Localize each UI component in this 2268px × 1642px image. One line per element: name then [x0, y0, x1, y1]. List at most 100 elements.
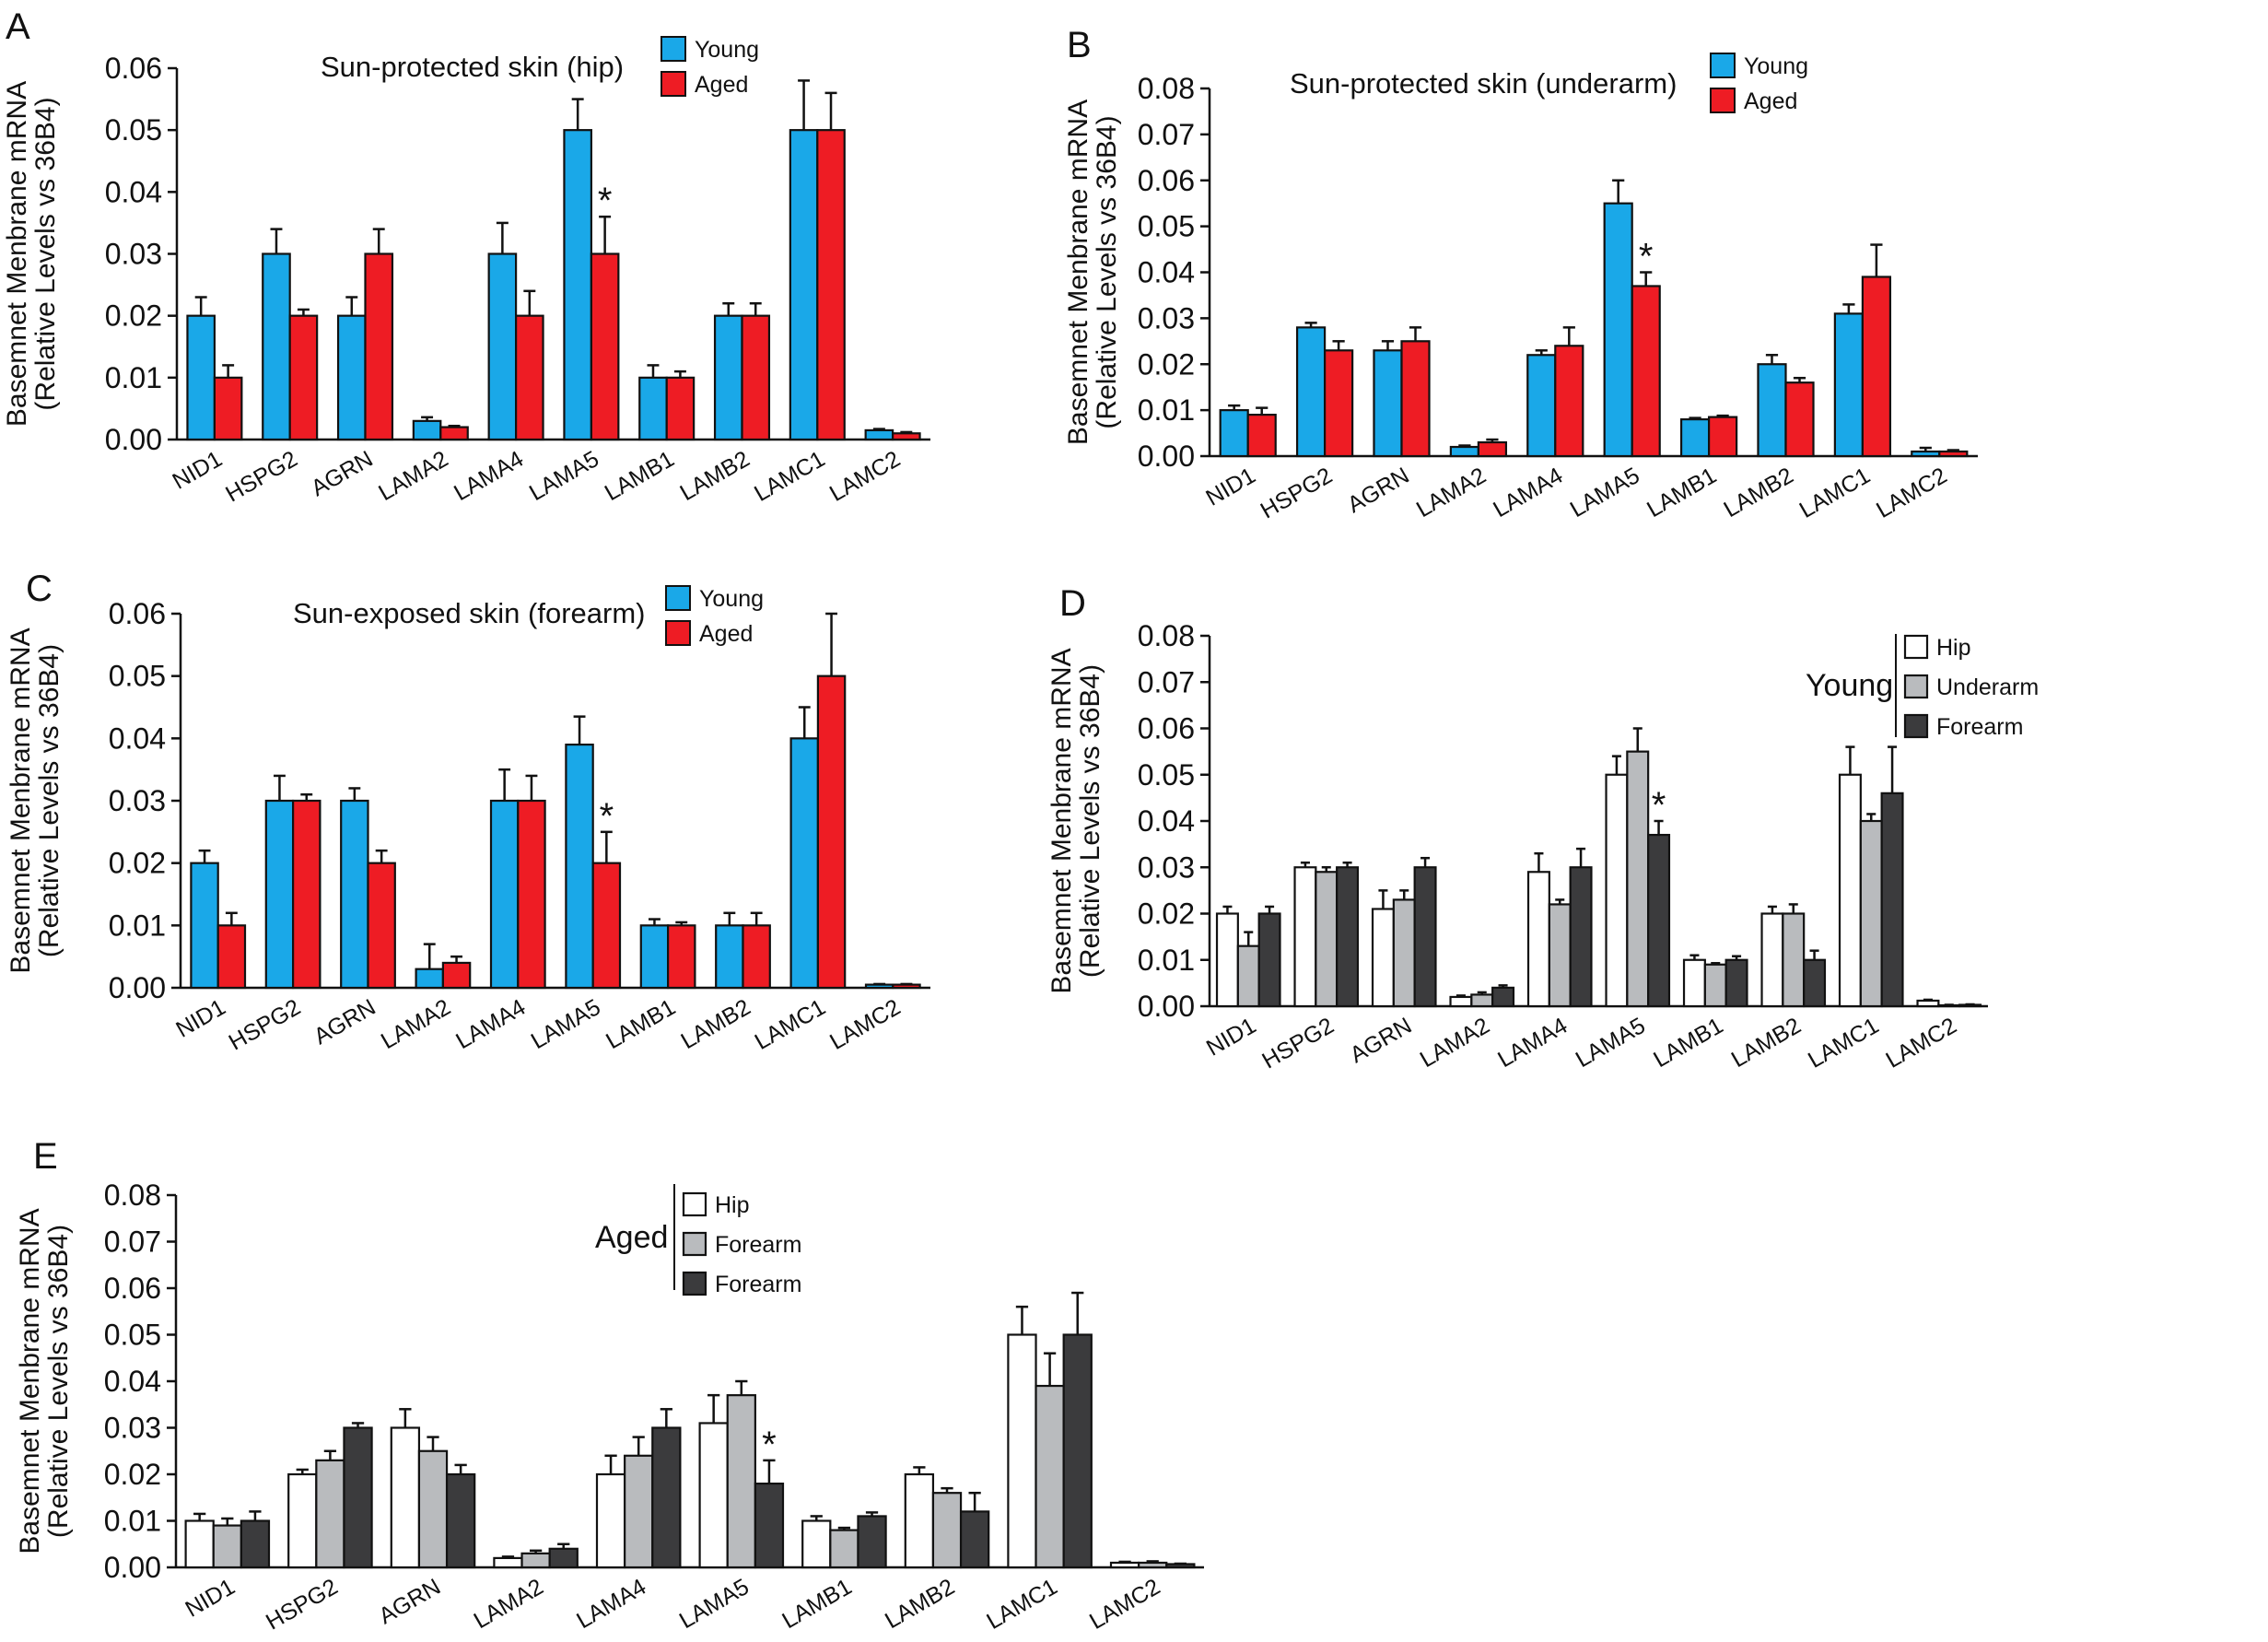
- panel-e-bar-lamb2-forearm: [931, 1492, 963, 1569]
- panel-c-x-tick-label: LAMB1: [602, 994, 680, 1054]
- panel-a-bar-lamb1-aged: [665, 376, 696, 441]
- panel-d-letter: D: [1059, 583, 1086, 624]
- panel-e-y-tick-label: 0.04: [104, 1365, 161, 1398]
- panel-b-x-tick-label: AGRN: [1343, 463, 1414, 518]
- panel-d-y-axis-label: Basemnet Menbrane mRNA (Relative Levels …: [1046, 648, 1105, 993]
- panel-e-legend-swatch-0: [682, 1191, 707, 1217]
- panel-d-x-tick-label: NID1: [1202, 1013, 1260, 1061]
- panel-b-y-axis-label: Basemnet Menbrane mRNA (Relative Levels …: [1063, 100, 1122, 445]
- panel-e-y-tick-label: 0.01: [104, 1505, 161, 1538]
- panel-d-y-tick-label: 0.07: [1138, 665, 1195, 698]
- panel-c-bar-agrn-young: [340, 799, 369, 990]
- panel-c-ylabel-line2: (Relative Levels vs 36B4): [34, 644, 64, 957]
- panel-a-bar-lamc2-young: [864, 428, 894, 441]
- panel-b-y-tick-label: 0.07: [1138, 118, 1195, 151]
- panel-d-y-tick-label: 0.01: [1138, 944, 1195, 977]
- panel-a-significance-mark: *: [598, 181, 613, 221]
- panel-d-legend: Young Hip Underarm Forearm: [1806, 635, 2039, 740]
- panel-a-y-tick-label: 0.02: [105, 299, 162, 333]
- panel-d-ylabel-line2: (Relative Levels vs 36B4): [1075, 664, 1105, 978]
- panel-a-letter: A: [6, 6, 30, 47]
- panel-b-x-tick-label: LAMA5: [1566, 463, 1644, 522]
- panel-d-bar-agrn-underarm: [1392, 898, 1416, 1008]
- panel-a-legend-aged: Aged: [695, 72, 748, 98]
- panel-c-x-tick-label: AGRN: [310, 994, 380, 1050]
- panel-b-bar-agrn-aged: [1400, 340, 1431, 458]
- panel-c-legend-swatch-aged: [665, 620, 691, 646]
- panel-c-y-tick-label: 0.04: [109, 721, 166, 755]
- panel-e-bar-lama2-forearm: [520, 1552, 551, 1569]
- panel-e-bar-nid1-forearm: [212, 1524, 242, 1569]
- panel-e-bar-lama2-forearm: [548, 1547, 579, 1569]
- panel-c-bar-lama2-aged: [441, 961, 472, 990]
- panel-c-bar-lama4-young: [489, 799, 520, 990]
- panel-b-x-tick-label: LAMB1: [1643, 463, 1721, 522]
- panel-a-x-tick-label: NID1: [169, 446, 227, 495]
- panel-a-x-tick-label: AGRN: [307, 446, 378, 501]
- panel-a-bar-lama2-aged: [439, 426, 469, 441]
- panel-a-bar-lama4-young: [487, 252, 518, 441]
- panel-a-ylabel-line2: (Relative Levels vs 36B4): [30, 97, 61, 410]
- panel-e-legend-group-label: Aged: [595, 1220, 668, 1255]
- panel-a-x-tick-label: LAMB2: [675, 446, 754, 506]
- panel-b-y-tick-label: 0.04: [1138, 256, 1195, 289]
- panel-d-x-tick-label: LAMC1: [1804, 1013, 1883, 1073]
- panel-d-bar-nid1-underarm: [1236, 944, 1260, 1008]
- panel-d-x-tick-label: LAMA5: [1572, 1013, 1650, 1073]
- panel-c-letter: C: [26, 569, 53, 609]
- panel-b-bar-nid1-aged: [1246, 414, 1277, 458]
- panel-e-x-tick-label: LAMB2: [881, 1574, 959, 1634]
- panel-b-legend-swatch-young: [1710, 53, 1736, 78]
- panel-a-x-tick-label: LAMC1: [750, 446, 829, 507]
- panel-b-bar-lama5-young: [1603, 202, 1633, 458]
- panel-a-bar-lama4-aged: [514, 314, 544, 441]
- panel-b-y-tick-label: 0.01: [1138, 393, 1195, 427]
- panel-c-y-tick-label: 0.02: [109, 847, 166, 880]
- panel-a-x-tick-label: LAMA5: [525, 446, 603, 506]
- panel-b-bar-lamb2-aged: [1784, 381, 1815, 458]
- panel-d-bar-agrn-hip: [1371, 908, 1395, 1008]
- panel-a-bar-lama5-young: [563, 129, 593, 441]
- panel-d-bar-lamc1-forearm: [1880, 792, 1904, 1008]
- panel-d-bar-lamb1-underarm: [1703, 963, 1727, 1008]
- panel-c-bar-nid1-young: [190, 862, 219, 990]
- panel-d-y-tick-label: 0.08: [1138, 619, 1195, 652]
- panel-c-legend-aged: Aged: [699, 621, 753, 647]
- panel-e-x-tick-label: LAMA4: [572, 1574, 650, 1634]
- panel-e-bar-nid1-forearm: [240, 1519, 271, 1569]
- panel-e-y-tick-label: 0.00: [104, 1551, 161, 1584]
- panel-e-bar-lama4-forearm: [651, 1426, 682, 1569]
- panel-d-significance-mark: *: [1652, 785, 1666, 826]
- panel-d-bar-lama5-forearm: [1647, 833, 1671, 1008]
- panel-c-legend-swatch-young: [665, 585, 691, 611]
- panel-b-bar-lama5-aged: [1631, 285, 1661, 458]
- panel-d-legend-swatch-1: [1903, 674, 1929, 699]
- panel-b-legend-aged: Aged: [1744, 88, 1797, 114]
- panel-d-bar-lamb2-underarm: [1782, 912, 1806, 1008]
- panel-a-bar-hspg2-young: [262, 252, 291, 441]
- panel-e-bar-lamc1-forearm: [1035, 1384, 1065, 1569]
- panel-b-bar-hspg2-aged: [1323, 349, 1354, 458]
- panel-d-y-tick-label: 0.03: [1138, 850, 1195, 884]
- panel-d-bar-hspg2-hip: [1293, 866, 1317, 1008]
- panel-d-legend-hip: Hip: [1936, 635, 1971, 661]
- panel-d-bar-lama5-hip: [1605, 773, 1629, 1008]
- panel-c-bar-lamb2-aged: [742, 924, 771, 990]
- panel-e-legend-swatch-2: [682, 1271, 707, 1296]
- panel-b: B Basemnet Menbrane mRNA (Relative Level…: [1063, 25, 1978, 524]
- panel-e-bar-nid1-hip: [184, 1519, 215, 1569]
- panel-c-bar-agrn-aged: [367, 862, 396, 990]
- panel-d-x-tick-label: LAMA4: [1493, 1013, 1572, 1073]
- panel-c-bar-lamc1-young: [789, 737, 820, 990]
- panel-e-bar-lamb2-forearm: [959, 1510, 990, 1569]
- panel-e-legend-hip: Hip: [715, 1192, 750, 1218]
- panel-c-x-tick-label: LAMB2: [676, 994, 754, 1054]
- panel-e-ylabel-line2: (Relative Levels vs 36B4): [43, 1225, 74, 1538]
- panel-a-x-tick-label: LAMC2: [825, 446, 905, 507]
- panel-e-bar-lamc2-forearm: [1138, 1561, 1168, 1569]
- panel-c-y-tick-label: 0.01: [109, 909, 166, 942]
- panel-c-x-tick-label: LAMA2: [377, 994, 455, 1054]
- panel-d-y-tick-label: 0.02: [1138, 897, 1195, 931]
- panel-e-x-tick-label: HSPG2: [262, 1574, 342, 1636]
- panel-d-x-tick-label: LAMB1: [1649, 1013, 1727, 1073]
